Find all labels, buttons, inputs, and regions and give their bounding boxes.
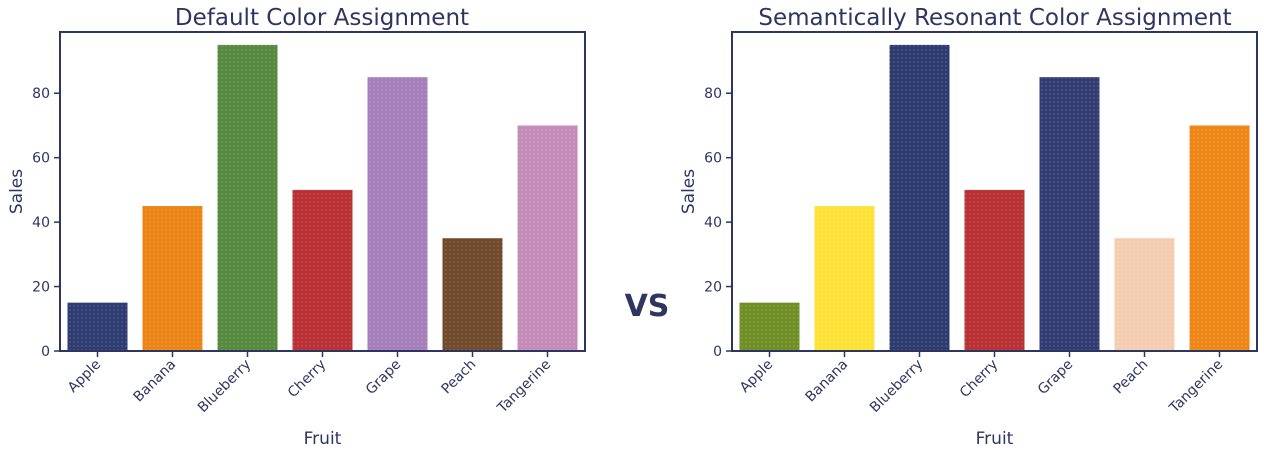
bar-texture-banana: [814, 206, 875, 351]
plot-frame: [59, 31, 586, 352]
bar-texture-cherry: [964, 189, 1025, 351]
x-tick-label: Peach: [439, 357, 480, 398]
bar-texture-cherry: [292, 189, 353, 351]
x-tick-label: Peach: [1111, 357, 1152, 398]
y-tick-label: 0: [713, 344, 722, 360]
y-axis-label: Sales: [679, 169, 699, 214]
x-tick-label: Tangerine: [1166, 357, 1226, 417]
bar-texture-banana: [142, 206, 203, 351]
y-tick-label: 40: [32, 215, 50, 231]
y-tick-label: 20: [32, 280, 50, 296]
x-tick-label: Grape: [363, 357, 404, 398]
x-tick-label: Grape: [1035, 357, 1076, 398]
x-tick-label: Cherry: [957, 357, 1001, 401]
y-tick-label: 0: [41, 344, 50, 360]
y-tick-label: 40: [704, 215, 722, 231]
bar-texture-blueberry: [889, 44, 950, 352]
plot-frame: [731, 31, 1258, 352]
y-tick-label: 80: [704, 86, 722, 102]
vs-label: VS: [625, 289, 670, 324]
bar-texture-tangerine: [517, 125, 578, 351]
y-tick-label: 20: [704, 280, 722, 296]
chart-title: Default Color Assignment: [175, 5, 469, 31]
x-tick-label: Apple: [65, 357, 104, 396]
x-tick-label: Tangerine: [494, 357, 554, 417]
x-axis-label: Fruit: [304, 429, 342, 449]
x-tick-label: Blueberry: [867, 357, 926, 416]
x-axis-label: Fruit: [976, 429, 1014, 449]
bar-texture-apple: [739, 302, 800, 351]
x-tick-label: Banana: [130, 357, 179, 406]
y-tick-label: 60: [32, 151, 50, 167]
x-tick-label: Apple: [737, 357, 776, 396]
x-tick-label: Cherry: [285, 357, 329, 401]
bar-texture-peach: [442, 238, 503, 351]
y-tick-label: 60: [704, 151, 722, 167]
bar-texture-tangerine: [1189, 125, 1250, 351]
chart-title: Semantically Resonant Color Assignment: [758, 5, 1231, 31]
y-axis-label: Sales: [7, 169, 27, 214]
bar-texture-grape: [367, 77, 428, 351]
bar-texture-apple: [67, 302, 128, 351]
x-tick-label: Blueberry: [195, 357, 254, 416]
y-tick-label: 80: [32, 86, 50, 102]
bar-texture-grape: [1039, 77, 1100, 351]
semantic-color-chart: Semantically Resonant Color Assignment Ap…: [679, 5, 1258, 449]
x-tick-label: Banana: [802, 357, 851, 406]
default-color-chart: Default Color Assignment Apple Banana Blueb…: [7, 5, 586, 449]
bar-texture-blueberry: [217, 44, 278, 352]
bar-texture-peach: [1114, 238, 1175, 351]
